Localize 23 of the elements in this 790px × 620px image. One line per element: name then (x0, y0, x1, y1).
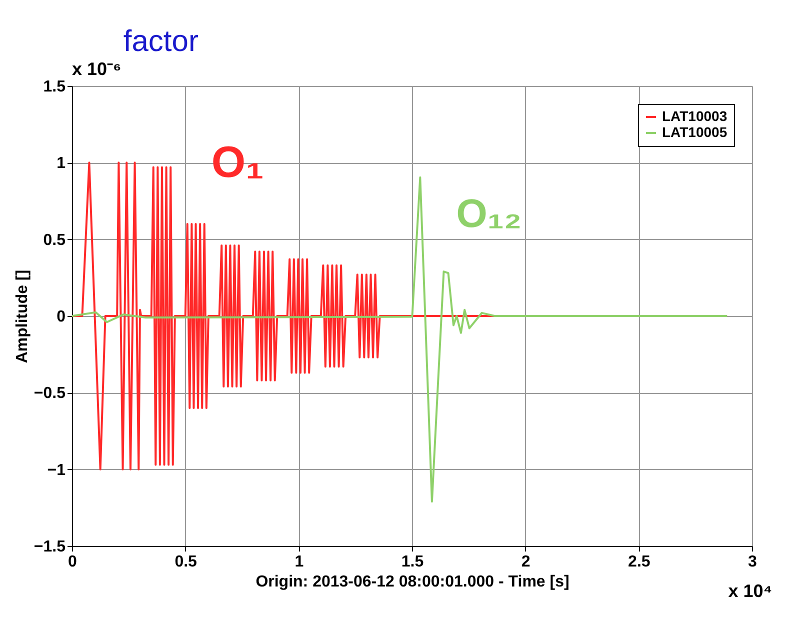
x-tick-label: 3 (748, 554, 758, 570)
y-tick-label: 1.5 (43, 78, 66, 96)
annotation: O₁ (211, 138, 264, 188)
y-tick-label: 0 (56, 308, 66, 326)
x-tick-label: 1.5 (401, 554, 424, 570)
x-tick-label: 0 (68, 554, 78, 570)
y-tick-label: −0.5 (34, 385, 66, 402)
x-tick-label: 2 (521, 554, 530, 570)
x-axis-title: Origin: 2013-06-12 08:00:01.000 - Time [s] (256, 574, 570, 590)
y-tick-label: −1 (47, 462, 66, 479)
x-tick-label: 2.5 (628, 554, 650, 570)
text: x 10⁴ (728, 581, 772, 601)
x-tick-label: 0.5 (174, 554, 198, 570)
y-tick-label: 0.5 (43, 232, 66, 249)
annotation: O₁₂ (456, 192, 522, 236)
text: x 10⁻⁶ (72, 58, 122, 79)
y-axis-title: Amplitude [] (14, 270, 31, 364)
y-tick-label: −1.5 (34, 538, 66, 556)
x-tick-label: 1 (294, 554, 304, 570)
legend-label: LAT10003 (662, 108, 728, 124)
y-tick-label: 1 (56, 155, 66, 172)
chart-title: factor (123, 24, 198, 58)
legend-label: LAT10005 (662, 124, 728, 140)
